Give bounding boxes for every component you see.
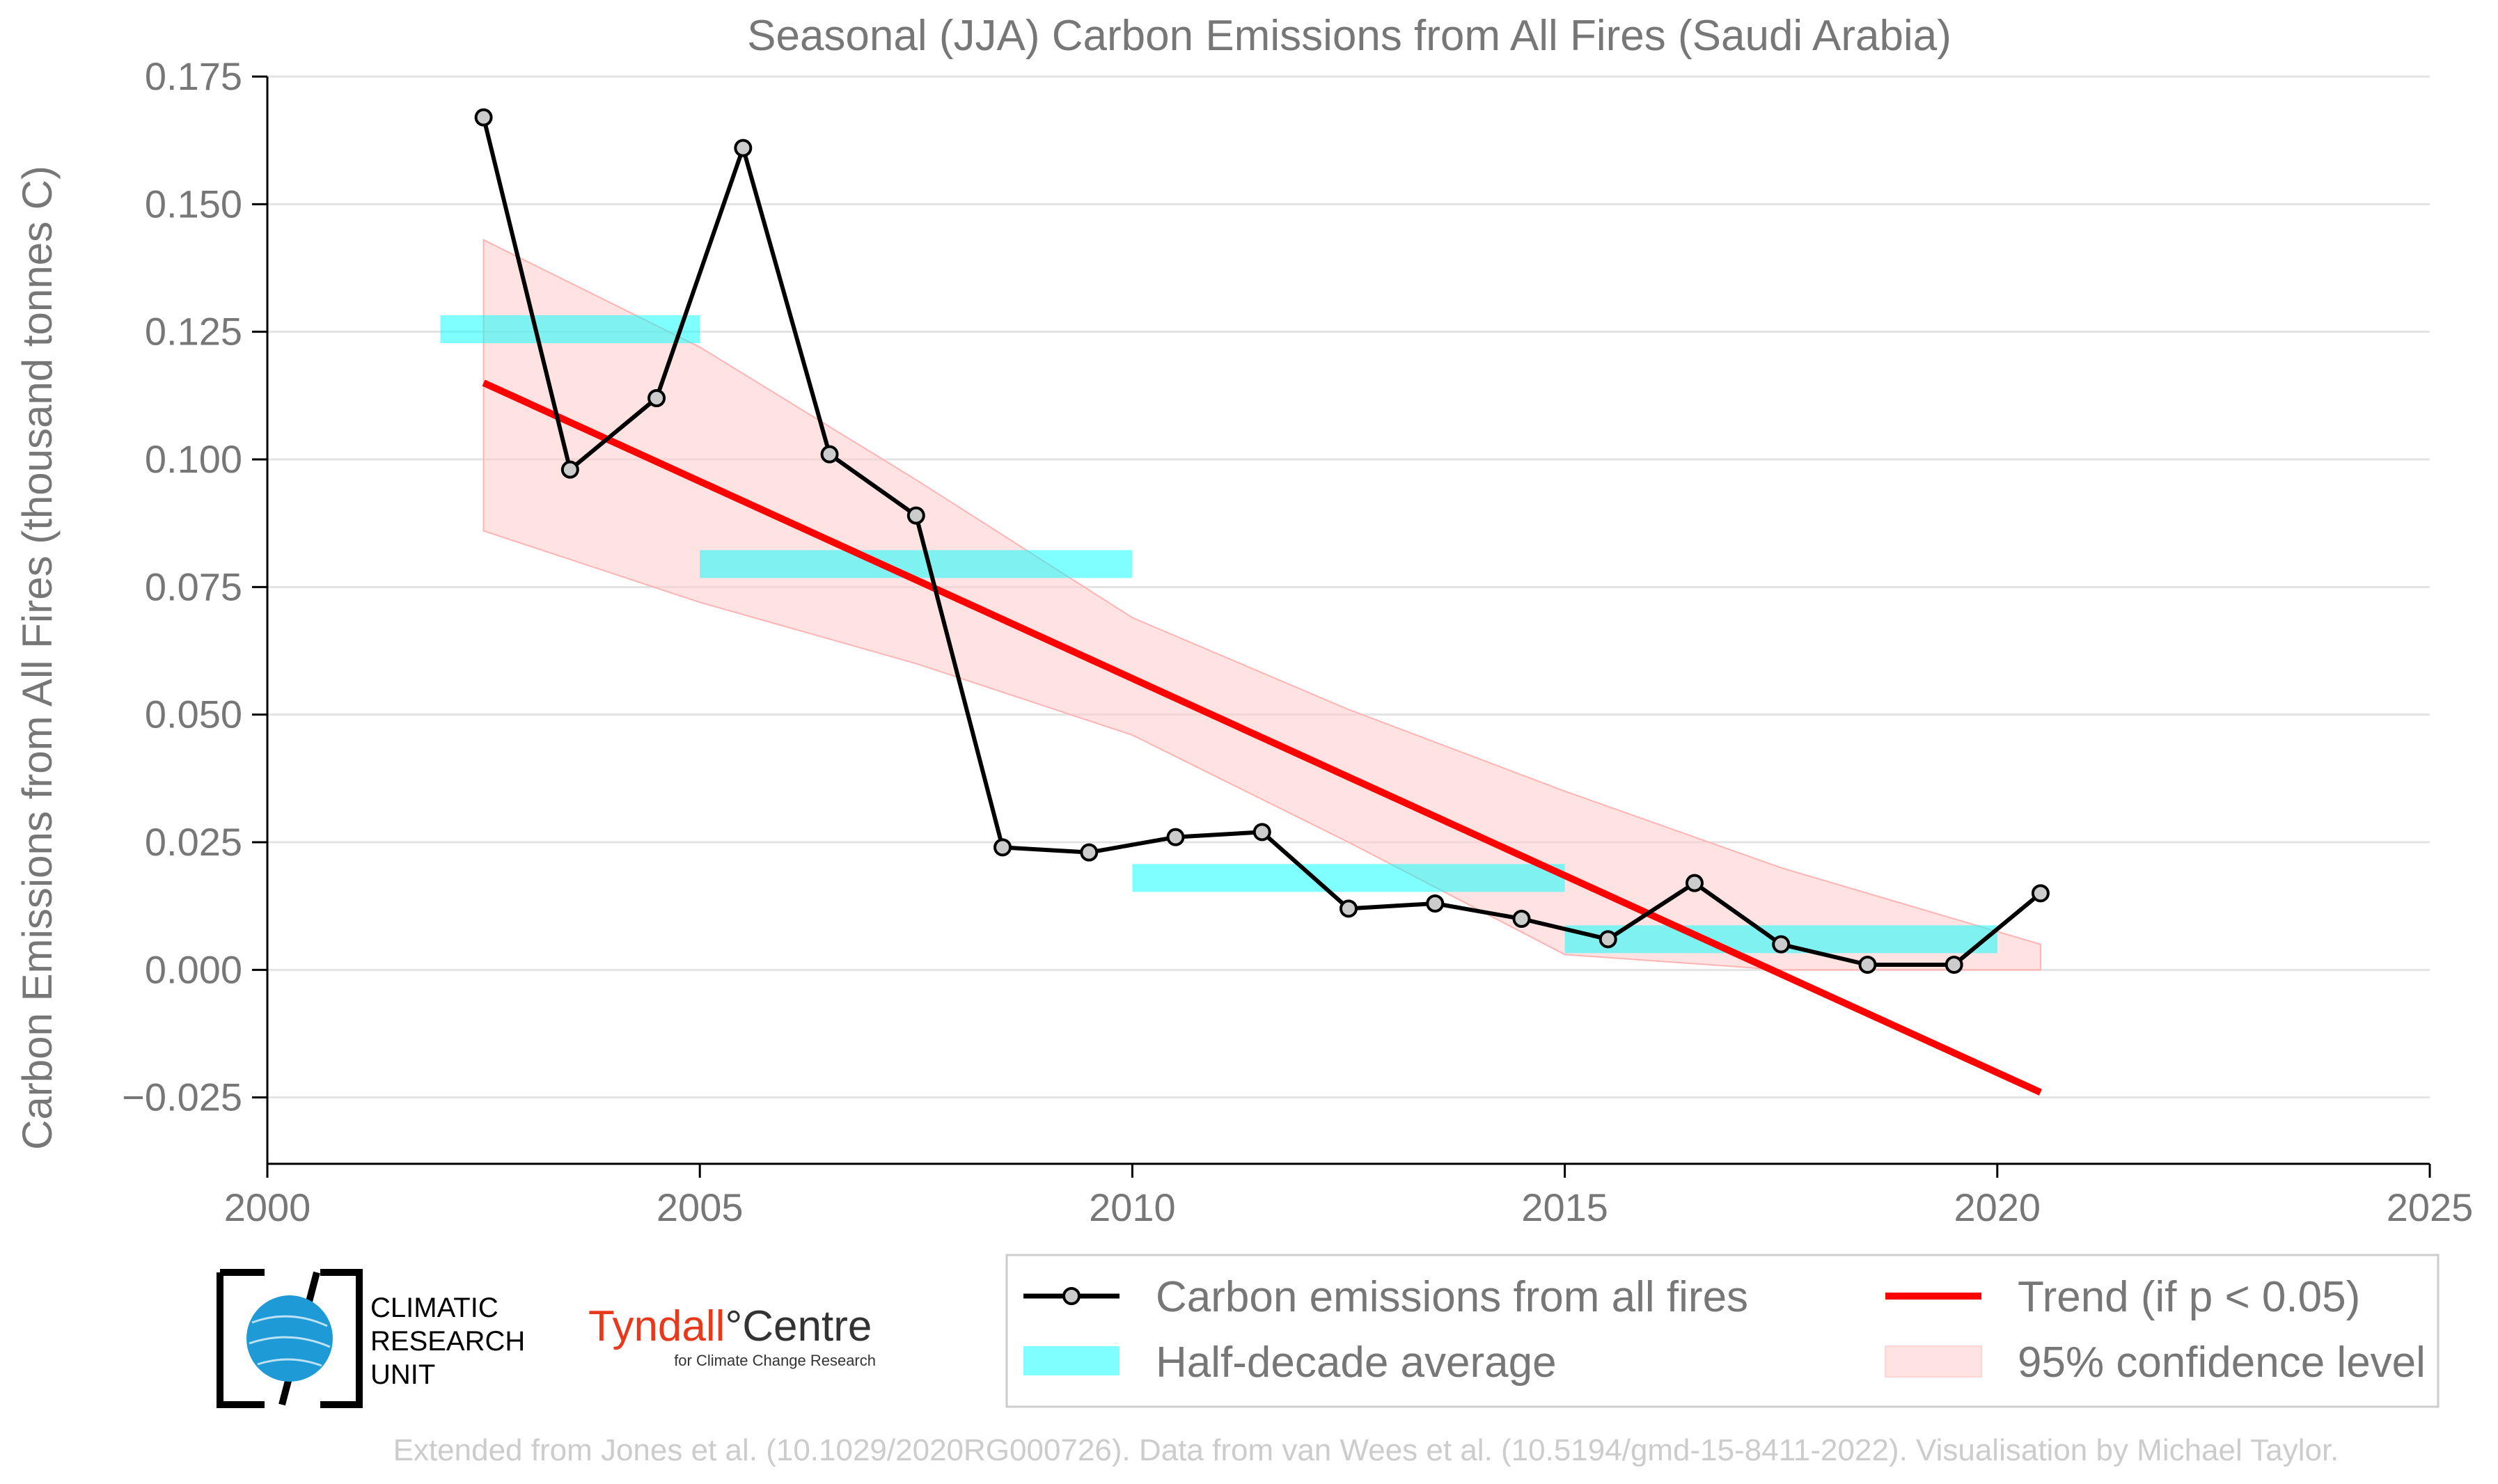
trend-line <box>482 379 2042 1096</box>
data-point <box>1945 956 1963 974</box>
x-tick-label: 2015 <box>1521 1185 1608 1229</box>
data-point <box>1512 910 1531 928</box>
gridlines <box>252 75 2430 1099</box>
tyndall-subtitle: for Climate Change Research <box>674 1352 876 1369</box>
legend: Carbon emissions from all fires Half-dec… <box>1005 1254 2440 1408</box>
data-point <box>1685 874 1704 892</box>
trend-layer <box>482 379 2042 1096</box>
cru-line-1: CLIMATIC <box>370 1293 498 1323</box>
legend-box <box>1005 1254 2440 1408</box>
legend-label-trend: Trend (if p < 0.05) <box>2018 1273 2360 1321</box>
legend-halfdecade-swatch <box>1023 1346 1120 1375</box>
y-tick-labels: 0.175 0.150 0.125 0.100 0.075 0.050 0.025 0.000… <box>122 54 242 1119</box>
y-tick-label: 0.125 <box>145 310 242 354</box>
data-point <box>2031 884 2050 903</box>
tyndall-logo-text: Tyndall°Centre <box>588 1302 872 1350</box>
y-tick-label: 0.175 <box>145 54 242 98</box>
y-tick-label: 0.075 <box>145 565 242 608</box>
data-point <box>1598 930 1617 949</box>
half-decade-bar <box>1132 864 1565 892</box>
cru-logo: CLIMATIC RESEARCH UNIT <box>217 1269 525 1408</box>
legend-confidence-swatch <box>1885 1345 1982 1378</box>
confidence-band <box>482 239 2041 971</box>
tyndall-logo: Tyndall°Centre for Climate Change Resear… <box>588 1302 876 1369</box>
data-point <box>734 139 753 157</box>
cru-line-3: UNIT <box>370 1359 435 1390</box>
data-point <box>820 445 839 464</box>
x-tick-label: 2010 <box>1089 1185 1176 1229</box>
cru-line-2: RESEARCH <box>370 1326 525 1357</box>
data-point <box>1252 823 1271 842</box>
y-tick-label: 0.150 <box>145 182 242 226</box>
data-point <box>993 838 1012 857</box>
legend-label-halfdecade: Half-decade average <box>1156 1339 1557 1387</box>
x-tick-label: 2005 <box>657 1185 744 1229</box>
data-point <box>1772 935 1791 954</box>
data-point <box>1166 828 1185 846</box>
confidence-band-layer <box>482 239 2041 971</box>
y-tick-label: 0.025 <box>145 820 242 864</box>
x-tick-label: 2025 <box>2387 1185 2474 1229</box>
legend-label-emissions: Carbon emissions from all fires <box>1156 1273 1748 1321</box>
half-decade-bar <box>440 315 700 343</box>
y-tick-label: 0.000 <box>145 947 242 991</box>
half-decade-bar <box>700 550 1133 578</box>
data-point <box>647 389 666 407</box>
globe-icon <box>246 1295 333 1382</box>
data-point <box>906 506 925 525</box>
y-tick-label: 0.050 <box>145 693 242 736</box>
data-point <box>474 108 493 127</box>
y-axis-label: Carbon Emissions from All Fires (thousan… <box>14 166 61 1150</box>
data-point <box>560 460 579 479</box>
y-tick-label: 0.100 <box>145 437 242 481</box>
x-tick-labels: 2000 2005 2010 2015 2020 2025 <box>224 1185 2474 1229</box>
data-point <box>1858 956 1877 974</box>
y-tick-label: −0.025 <box>122 1075 242 1119</box>
x-tick-label: 2020 <box>1954 1185 2041 1229</box>
data-point <box>1340 899 1358 918</box>
legend-label-confidence: 95% confidence level <box>2018 1339 2426 1387</box>
data-point <box>1080 843 1099 862</box>
x-tick-label: 2000 <box>224 1185 311 1229</box>
data-point <box>1426 894 1445 913</box>
credit-text: Extended from Jones et al. (10.1029/2020… <box>393 1433 2339 1467</box>
legend-marker-swatch <box>1062 1287 1081 1305</box>
emissions-line-layer <box>474 108 2050 974</box>
axes <box>266 77 2431 1178</box>
chart-title: Seasonal (JJA) Carbon Emissions from All… <box>747 12 1951 60</box>
